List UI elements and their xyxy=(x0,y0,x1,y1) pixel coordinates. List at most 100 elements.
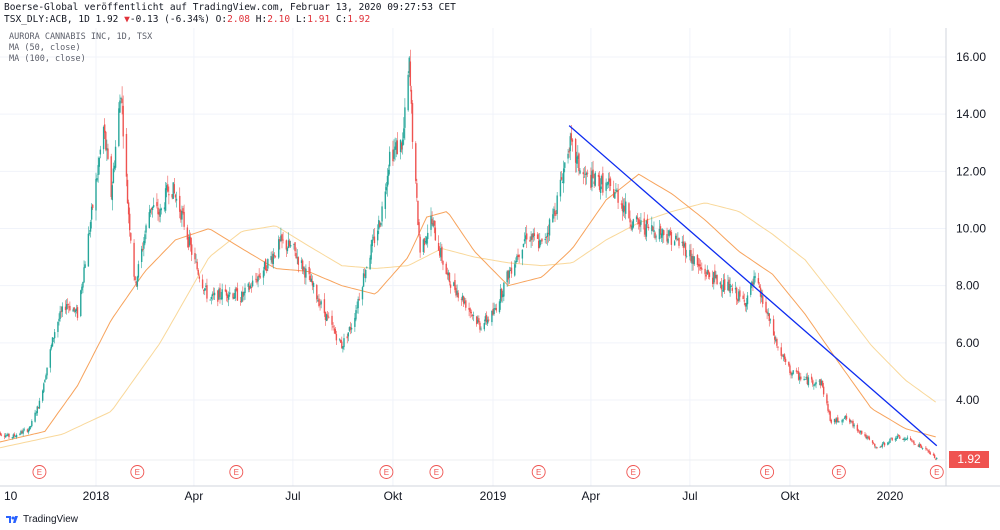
candle-body xyxy=(425,237,428,244)
candle-body xyxy=(597,174,600,177)
candle-body xyxy=(205,285,207,287)
candle-body xyxy=(592,169,594,178)
candle-body xyxy=(431,218,433,225)
candle-body xyxy=(805,376,807,379)
earnings-marker[interactable] xyxy=(130,465,145,479)
candle-body xyxy=(455,287,457,296)
candle-body xyxy=(285,240,288,250)
candle-body xyxy=(456,290,458,295)
candle-body xyxy=(471,314,474,316)
candle-body xyxy=(99,149,102,155)
y-tick-label: 14.00 xyxy=(956,107,986,121)
candle-body xyxy=(135,282,137,285)
candle-body xyxy=(712,277,714,284)
candle-body xyxy=(810,376,813,380)
candle-body xyxy=(932,454,935,456)
candle-body xyxy=(235,288,238,291)
candle-body xyxy=(129,213,131,231)
candle-body xyxy=(871,440,874,443)
candle-body xyxy=(602,173,604,193)
x-axis[interactable]: 10 2018 Apr Jul Okt 2019 Apr Jul Okt 2020 xyxy=(4,489,904,503)
candle-body xyxy=(107,148,109,159)
earnings-marker[interactable] xyxy=(429,465,444,479)
earnings-marker[interactable] xyxy=(831,465,846,479)
ma-100-line[interactable] xyxy=(0,202,936,449)
candle-body xyxy=(767,312,769,315)
candle-body xyxy=(355,310,357,320)
candle-body xyxy=(12,434,15,438)
candle-body xyxy=(61,306,63,312)
earnings-marker-label: E xyxy=(37,468,42,477)
footer-brand[interactable]: TradingView xyxy=(6,514,78,525)
candle-body xyxy=(273,255,276,257)
candle-body xyxy=(363,274,366,276)
candle-body xyxy=(918,444,921,448)
candle-body xyxy=(446,272,449,275)
candle-body xyxy=(95,178,97,211)
candle-body xyxy=(593,181,595,185)
candle-body xyxy=(631,225,633,230)
y-tick-label: 16.00 xyxy=(956,50,986,64)
earnings-marker-label: E xyxy=(934,468,939,477)
candle-body xyxy=(251,280,254,287)
candle-body xyxy=(783,354,786,360)
ma-50-line[interactable] xyxy=(0,173,936,443)
earnings-marker[interactable] xyxy=(531,465,546,479)
y-tick-label: 12.00 xyxy=(956,164,986,178)
trendline[interactable] xyxy=(568,125,938,447)
candle-body xyxy=(689,250,691,257)
candle-body xyxy=(272,253,274,265)
candle-body xyxy=(249,285,252,288)
candle-body xyxy=(743,300,745,302)
candle-body xyxy=(705,274,707,277)
candle-body xyxy=(492,309,494,315)
candle-body xyxy=(652,226,654,231)
candle-body xyxy=(819,379,822,386)
candle-body xyxy=(548,219,551,236)
legend-symbol[interactable]: AURORA CANNABIS INC, 1D, TSX xyxy=(9,32,153,42)
candle-body xyxy=(842,419,844,421)
earnings-marker[interactable] xyxy=(32,465,47,479)
candle-body xyxy=(713,272,715,283)
candle-body xyxy=(34,412,36,422)
candle-body xyxy=(797,371,800,380)
candle-body xyxy=(737,299,739,302)
legend-ma-50[interactable]: MA (50, close) xyxy=(9,43,81,53)
earnings-marker[interactable] xyxy=(760,465,775,479)
candle-body xyxy=(416,183,418,198)
candle-body xyxy=(198,276,201,279)
candle-body xyxy=(758,285,761,288)
earnings-marker[interactable] xyxy=(626,465,641,479)
earnings-marker[interactable] xyxy=(379,465,394,479)
candle-body xyxy=(921,448,924,449)
candle-body xyxy=(719,282,722,285)
candle-body xyxy=(286,248,289,252)
candle-body xyxy=(826,394,828,404)
candle-body xyxy=(407,74,409,111)
candle-body xyxy=(379,222,381,228)
candle-body xyxy=(676,238,678,240)
candle-body xyxy=(21,431,23,434)
candle-body xyxy=(122,105,124,137)
candle-body xyxy=(902,438,904,441)
high-label: H: xyxy=(255,14,268,25)
candle-body xyxy=(715,274,717,279)
candle-body xyxy=(282,239,284,241)
candle-body xyxy=(491,310,493,323)
earnings-marker[interactable] xyxy=(929,465,944,479)
candle-body xyxy=(494,308,496,309)
legend-ma-100[interactable]: MA (100, close) xyxy=(9,54,86,64)
candle-body xyxy=(594,172,596,186)
candle-body xyxy=(371,239,373,247)
trendline-layer[interactable] xyxy=(568,125,938,447)
candle-body xyxy=(838,421,840,423)
earnings-marker[interactable] xyxy=(229,465,244,479)
candle-body xyxy=(820,380,823,386)
candle-body xyxy=(156,202,158,207)
candle-body xyxy=(904,438,906,440)
candle-body xyxy=(44,379,46,383)
candle-body xyxy=(408,57,410,73)
y-axis[interactable]: 4.00 6.00 8.00 10.00 12.00 14.00 16.00 xyxy=(956,50,986,407)
candle-body xyxy=(157,207,159,215)
